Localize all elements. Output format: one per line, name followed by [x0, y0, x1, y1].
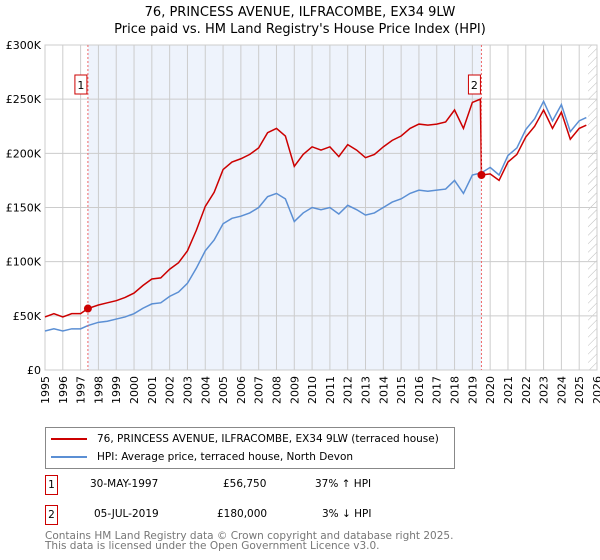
y-tick-label: £50K [13, 310, 42, 323]
x-tick-label: 2000 [128, 376, 141, 404]
sale-point [477, 171, 486, 179]
sale-marker-label: 2 [471, 79, 478, 92]
legend-hpi: HPI: Average price, terraced house, Nort… [97, 451, 354, 463]
y-tick-label: £300K [6, 39, 42, 52]
transaction-price: £56,750 [223, 478, 267, 490]
sale-marker-box [74, 74, 88, 95]
x-tick-label: 2007 [253, 376, 266, 404]
plot-border [44, 44, 598, 371]
x-tick-label: 2011 [324, 376, 337, 404]
hpi-line [44, 99, 587, 332]
x-tick-label: 2006 [235, 376, 248, 404]
footer: Contains HM Land Registry data © Crown c… [45, 530, 454, 552]
sale-marker-label: 1 [77, 79, 84, 92]
legend: 76, PRINCESS AVENUE, ILFRACOMBE, EX34 9L… [45, 427, 455, 469]
footer-line-1: Contains HM Land Registry data © Crown c… [45, 530, 454, 542]
legend-swatch-hpi [51, 456, 87, 458]
x-tick-label: 2009 [288, 376, 301, 404]
x-tick-label: 2023 [538, 376, 551, 404]
y-tick-label: £200K [6, 147, 42, 160]
x-tick-label: 1997 [75, 376, 88, 404]
x-tick-label: 2012 [342, 376, 355, 404]
x-tick-label: 2005 [217, 376, 230, 404]
x-tick-label: 2018 [449, 376, 462, 404]
plot-area: 1995 1996 1997 1998 1999 2000 2001 2002 2003 2004… [6, 39, 600, 404]
property-line [44, 98, 587, 318]
x-tick-label: 1995 [39, 376, 52, 404]
transaction-hpi-change: 3% ↓ HPI [322, 508, 372, 520]
chart-title: 76, PRINCESS AVENUE, ILFRACOMBE, EX34 9L… [144, 5, 456, 20]
transaction-hpi-change: 37% ↑ HPI [315, 478, 372, 490]
chart-subtitle: Price paid vs. HM Land Registry's House … [114, 22, 486, 37]
x-tick-label: 1999 [110, 376, 123, 404]
x-tick-label: 1998 [92, 376, 105, 404]
x-tick-label: 2008 [270, 376, 283, 404]
x-tick-label: 2014 [377, 376, 390, 404]
transaction-row: 1 30-MAY-1997 £56,750 37% ↑ HPI [45, 475, 445, 497]
footer-line-2: This data is licensed under the Open Gov… [45, 540, 380, 552]
sale-marker-box [467, 74, 481, 95]
transaction-row: 2 05-JUL-2019 £180,000 3% ↓ HPI [45, 505, 445, 527]
x-tick-label: 2021 [502, 376, 515, 404]
transaction-date: 05-JUL-2019 [94, 508, 159, 520]
x-tick-label: 2010 [306, 376, 319, 404]
x-tick-label: 2002 [164, 376, 177, 404]
transaction-price: £180,000 [217, 508, 268, 520]
x-tick-label: 2022 [520, 376, 533, 404]
y-tick-label: £100K [6, 256, 42, 269]
x-tick-label: 2026 [591, 376, 600, 404]
x-tick-label: 2020 [484, 376, 497, 404]
x-tick-label: 2024 [555, 376, 568, 404]
x-tick-label: 1996 [57, 376, 70, 404]
y-tick-label: £250K [6, 93, 42, 106]
x-tick-label: 2013 [360, 376, 373, 404]
legend-property: 76, PRINCESS AVENUE, ILFRACOMBE, EX34 9L… [97, 433, 439, 445]
x-tick-label: 2025 [573, 376, 586, 404]
y-tick-label: £0 [27, 364, 41, 377]
x-tick-label: 2017 [431, 376, 444, 404]
x-tick-label: 2001 [146, 376, 159, 404]
marker-label: 1 [45, 475, 58, 495]
legend-swatch-property [51, 438, 87, 440]
sale-point [83, 304, 92, 313]
x-tick-label: 2016 [413, 376, 426, 404]
x-tick-label: 2019 [466, 376, 479, 404]
y-tick-label: £150K [6, 202, 42, 215]
transaction-date: 30-MAY-1997 [90, 478, 159, 490]
marker-label: 2 [45, 505, 58, 525]
x-tick-label: 2004 [199, 376, 212, 404]
x-tick-label: 2015 [395, 376, 408, 404]
x-tick-label: 2003 [181, 376, 194, 404]
